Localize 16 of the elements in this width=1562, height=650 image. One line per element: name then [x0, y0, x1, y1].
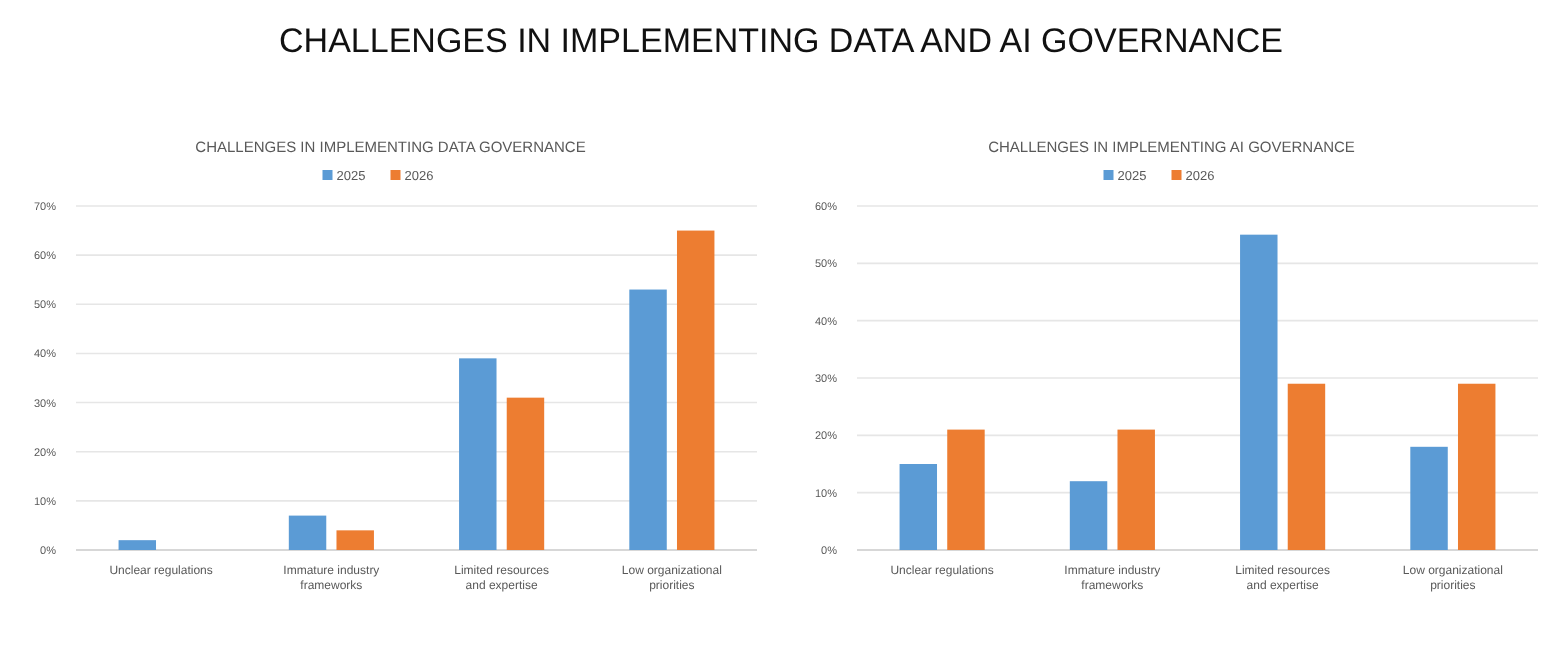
- bar: [459, 358, 497, 550]
- bar: [1410, 446, 1448, 550]
- bar: [1117, 429, 1155, 550]
- bar: [1457, 383, 1496, 550]
- text: CHALLENGES IN IMPLEMENTING DATA AND AI GOVERNANCE: [279, 22, 1283, 60]
- bar: [1069, 481, 1108, 550]
- bar: [899, 464, 938, 550]
- bar: [118, 540, 157, 550]
- bar: [336, 530, 374, 550]
- bar: [288, 515, 327, 550]
- bar: [947, 429, 985, 550]
- bar: [629, 289, 667, 550]
- bar: [1240, 234, 1278, 550]
- bar: [676, 230, 715, 550]
- bar: [1287, 383, 1326, 550]
- bar: [506, 397, 545, 550]
